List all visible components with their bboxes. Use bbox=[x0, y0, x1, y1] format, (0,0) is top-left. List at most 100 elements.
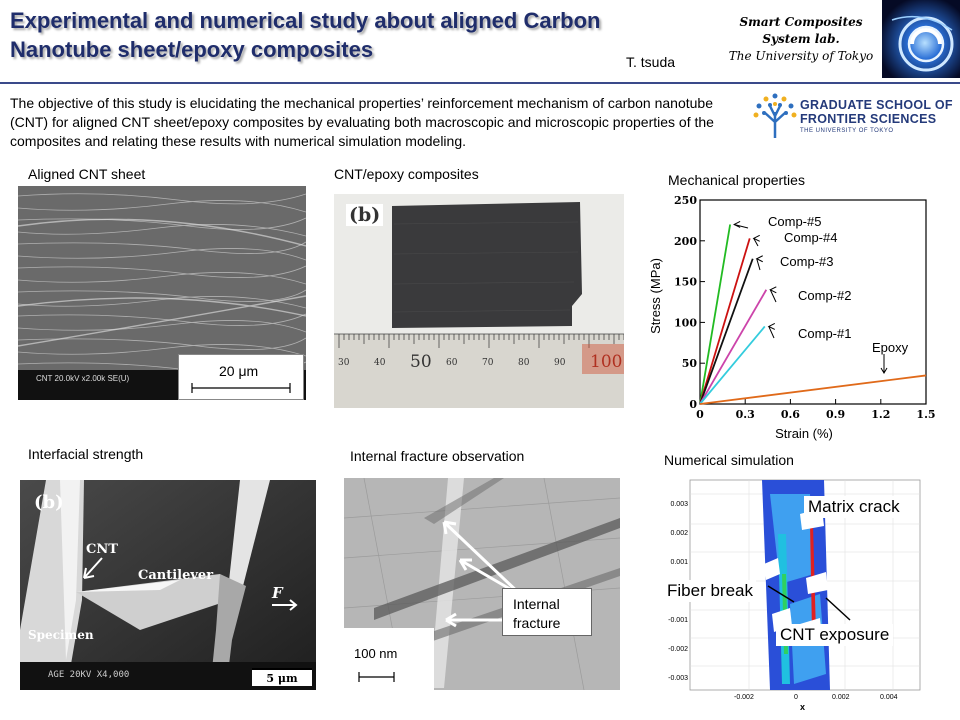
header-divider bbox=[0, 82, 960, 84]
logo-line-3: THE UNIVERSITY OF TOKYO bbox=[800, 128, 894, 134]
fracture-tem-image: Internal fracture 100 nm bbox=[344, 478, 620, 690]
cnt-sheet-scale-label: 20 μm bbox=[219, 363, 259, 379]
fiber-break-label: Fiber break bbox=[664, 580, 756, 602]
series-line-comp-5 bbox=[699, 224, 732, 405]
fracture-caption: Internal fracture observation bbox=[350, 448, 525, 464]
lab-name: Smart Composites System lab. The Univers… bbox=[720, 14, 882, 65]
cnt-arrow-icon bbox=[83, 557, 103, 579]
tree-icon bbox=[753, 93, 797, 138]
composites-caption: CNT/epoxy composites bbox=[334, 166, 479, 182]
series-pointer bbox=[768, 326, 775, 339]
poster-title: Experimental and numerical study about a… bbox=[10, 6, 710, 64]
series-pointer-head bbox=[752, 234, 760, 242]
interfacial-scale-label: 5 μm bbox=[266, 672, 298, 685]
ruler-label: 90 bbox=[554, 358, 566, 368]
sim-y-tick: -0.002 bbox=[668, 646, 688, 653]
x-tick-label: 1.2 bbox=[871, 408, 890, 421]
y-tick-label: 100 bbox=[674, 316, 697, 329]
cnt-sheet-sem-label: CNT 20.0kV x2.00k SE(U) bbox=[36, 374, 130, 383]
fracture-label-line-1: Internal bbox=[513, 596, 560, 612]
lab-line-3: The University of Tokyo bbox=[728, 49, 874, 63]
graduate-school-logo bbox=[750, 90, 960, 140]
author: T. tsuda bbox=[626, 54, 676, 70]
force-label: F bbox=[272, 584, 283, 602]
logo-line-1: GRADUATE SCHOOL OF bbox=[800, 98, 953, 112]
series-pointer bbox=[769, 289, 777, 303]
series-pointer bbox=[756, 258, 761, 271]
series-label: Comp-#5 bbox=[768, 214, 821, 229]
x-tick-label: 0.9 bbox=[826, 408, 845, 421]
lab-logo-icon bbox=[882, 0, 960, 78]
fracture-scale-label: 100 nm bbox=[354, 646, 398, 661]
series-label: Comp-#3 bbox=[780, 254, 833, 269]
cnt-sheet-scale-box: 20 μm bbox=[178, 354, 304, 400]
simulation-y-ticks: 0.003 0.002 0.001 -0.001 -0.002 -0.003 bbox=[660, 490, 688, 693]
simulation-caption: Numerical simulation bbox=[664, 452, 794, 468]
chart-y-label: Stress (MPa) bbox=[648, 258, 663, 334]
logo-line-2: FRONTIER SCIENCES bbox=[800, 112, 937, 126]
specimen-label: Specimen bbox=[28, 628, 94, 642]
composites-photo: (b) 30 40 50 60 70 80 90 100 bbox=[334, 194, 624, 408]
series-label: Epoxy bbox=[872, 340, 909, 355]
series-line-epoxy bbox=[699, 374, 927, 405]
interfacial-sem-image: (b) CNT Cantilever F Specimen AGE 20KV X… bbox=[20, 480, 316, 690]
series-line-comp-3 bbox=[699, 258, 754, 405]
series-line-comp-4 bbox=[699, 238, 751, 405]
ruler-label: 40 bbox=[374, 358, 386, 368]
cnt-sheet-caption: Aligned CNT sheet bbox=[28, 166, 146, 182]
sim-y-tick: 0.001 bbox=[670, 559, 688, 566]
series-pointer-head bbox=[767, 323, 776, 330]
fracture-label-box: Internal fracture bbox=[502, 588, 592, 636]
x-tick-label: 0.3 bbox=[736, 408, 755, 421]
ruler-label: 70 bbox=[482, 358, 494, 368]
series-pointer-head bbox=[755, 255, 763, 263]
ruler-label: 100 bbox=[590, 352, 623, 372]
series-pointer-head bbox=[769, 286, 777, 294]
sim-x-tick: 0.002 bbox=[832, 694, 850, 701]
y-tick-label: 150 bbox=[674, 276, 697, 289]
lab-line-2: System lab. bbox=[762, 32, 840, 46]
series-label: Comp-#4 bbox=[784, 230, 837, 245]
simulation-plot: 0.003 0.002 0.001 -0.001 -0.002 -0.003 -… bbox=[660, 474, 930, 716]
chart-axes: 0 0.3 0.6 0.9 1.2 1.5 0 50 100 150 200 250 bbox=[674, 194, 936, 421]
x-tick-label: 0.6 bbox=[781, 408, 800, 421]
title-line-1: Experimental and numerical study about a… bbox=[10, 8, 601, 33]
interfacial-scale-box: 5 μm bbox=[252, 668, 312, 686]
mechanical-caption: Mechanical properties bbox=[668, 172, 805, 188]
series-pointer bbox=[734, 223, 749, 229]
series-line-comp-2 bbox=[699, 289, 768, 405]
ruler-label: 60 bbox=[446, 358, 458, 368]
y-tick-label: 250 bbox=[674, 194, 697, 207]
interfacial-sem-info: AGE 20KV X4,000 bbox=[48, 670, 130, 680]
title-line-2: Nanotube sheet/epoxy composites bbox=[10, 37, 374, 62]
force-arrow-icon bbox=[272, 599, 298, 611]
series-pointer bbox=[753, 238, 759, 247]
cnt-sheet-sem-image bbox=[18, 186, 306, 400]
cnt-exposure-label: CNT exposure bbox=[776, 624, 894, 646]
scale-bar bbox=[191, 383, 291, 393]
sim-y-tick: -0.003 bbox=[668, 675, 688, 682]
sim-x-tick: 0.004 bbox=[880, 694, 898, 701]
chart-series-group bbox=[699, 224, 927, 405]
series-label: Comp-#2 bbox=[798, 288, 851, 303]
interfacial-label: (b) bbox=[34, 492, 64, 513]
cnt-label: CNT bbox=[86, 542, 118, 557]
sim-y-tick: 0.002 bbox=[670, 530, 688, 537]
ruler-labels: 30 40 50 60 70 80 90 100 bbox=[334, 352, 624, 376]
x-tick-label: 1.5 bbox=[916, 408, 935, 421]
series-label: Comp-#1 bbox=[798, 326, 851, 341]
sim-y-tick: 0.003 bbox=[670, 501, 688, 508]
logo-text: GRADUATE SCHOOL OF FRONTIER SCIENCES bbox=[800, 98, 953, 126]
plot-frame bbox=[699, 199, 927, 405]
ruler-label: 30 bbox=[338, 358, 350, 368]
sim-x-tick: 0 bbox=[794, 694, 798, 701]
series-pointer-head bbox=[733, 221, 741, 228]
ruler-label: 50 bbox=[410, 352, 432, 372]
lab-line-1: Smart Composites bbox=[739, 15, 863, 29]
sim-y-tick: -0.001 bbox=[668, 617, 688, 624]
interfacial-caption: Interfacial strength bbox=[28, 446, 144, 462]
y-tick-label: 200 bbox=[674, 235, 697, 248]
x-tick-label: 0 bbox=[696, 408, 704, 421]
y-tick-label: 0 bbox=[689, 398, 697, 411]
